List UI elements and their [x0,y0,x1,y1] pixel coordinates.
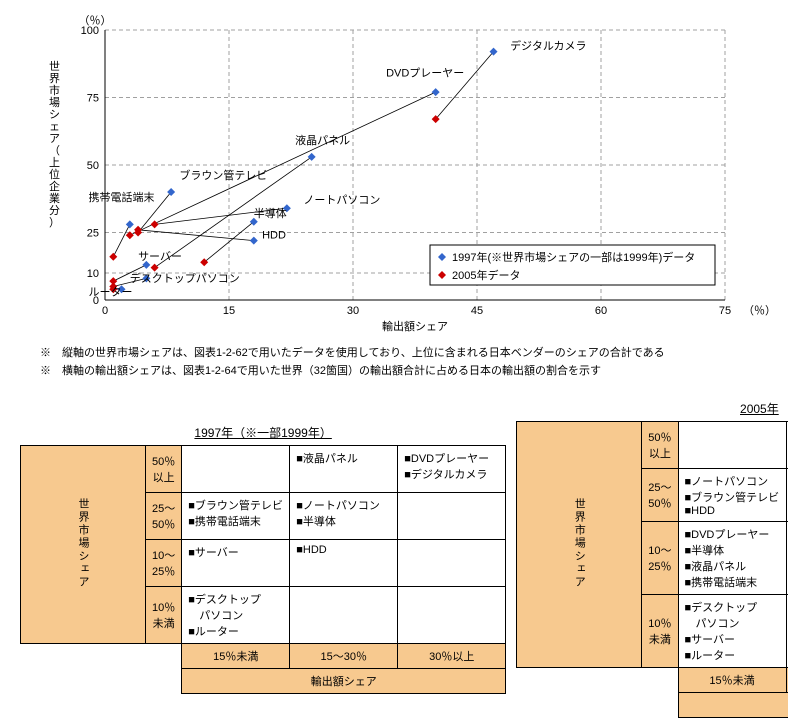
svg-text:（％）: （％） [743,304,770,317]
matrix-cell: ■サーバー [182,540,290,587]
matrix-cell [398,493,506,540]
svg-text:DVDプレーヤー: DVDプレーヤー [386,67,464,80]
col-header: 15～30％ [290,644,398,669]
matrix-cell [678,422,786,469]
row-header: 10～25％ [146,540,182,587]
col-header: 15％未満 [678,668,786,693]
svg-text:60: 60 [595,305,607,317]
row-header: 50％以上 [642,422,678,469]
matrix-title: 2005年 [516,400,788,417]
svg-text:ルーター: ルーター [88,285,132,298]
svg-text:50: 50 [87,160,99,172]
matrix-cell: ■液晶パネル [290,446,398,493]
svg-text:25: 25 [87,228,99,240]
matrix-cell [290,587,398,644]
matrix-cell: ■ノートパソコン■半導体 [290,493,398,540]
svg-text:15: 15 [223,305,235,317]
svg-text:液晶パネル: 液晶パネル [295,133,350,147]
matrix-cell [398,587,506,644]
matrix-cell: ■HDD [290,540,398,587]
matrix-1997: 1997年（※一部1999年） 世界市場シェア 50％以上 ■液晶パネル■DVDプレ… [20,424,506,694]
matrix-cell: ■デスクトップ パソコン■サーバー■ルーター [678,595,786,668]
y-axis-label: 世界市場シェア [75,498,91,589]
matrix-cell: ■DVDプレーヤー■半導体■液晶パネル■携帯電話端末 [678,522,786,595]
svg-text:ブラウン管テレビ: ブラウン管テレビ [179,168,267,182]
svg-text:HDD: HDD [262,230,286,242]
row-header: 25～50％ [146,493,182,540]
svg-text:デジタルカメラ: デジタルカメラ [510,39,586,53]
row-header: 10％未満 [642,595,678,668]
svg-text:（％）: （％） [79,14,112,27]
row-header: 25～50％ [642,469,678,522]
svg-text:ノートパソコン: ノートパソコン [303,194,380,207]
svg-text:30: 30 [347,305,359,317]
matrix-cell: ■デスクトップ パソコン■ルーター [182,587,290,644]
svg-text:輸出額シェア: 輸出額シェア [382,319,448,333]
row-header: 50％以上 [146,446,182,493]
x-axis-label: 輸出額シェア [678,693,788,718]
matrix-cell: ■ノートパソコン■ブラウン管テレビ■HDD [678,469,786,522]
note-line: ※ 横軸の輸出額シェアは、図表1-2-64で用いた世界（32箇国）の輸出額合計に… [40,363,778,381]
svg-text:75: 75 [719,305,731,317]
matrix-cell [398,540,506,587]
matrix-2005: 2005年 世界市場シェア50％以上■デジタルカメラ25～50％■ノートパソコン… [516,400,788,718]
svg-text:0: 0 [102,305,108,317]
y-axis-label: 世界市場シェア [571,498,587,589]
svg-text:75: 75 [87,93,99,105]
matrix-cell: ■ブラウン管テレビ■携帯電話端末 [182,493,290,540]
svg-text:サーバー: サーバー [138,250,182,263]
svg-text:45: 45 [471,305,483,317]
svg-text:世界市場シェア（上位企業分）: 世界市場シェア（上位企業分） [49,60,60,229]
row-header: 10％未満 [146,587,182,644]
chart-notes: ※ 縦軸の世界市場シェアは、図表1-2-62で用いたデータを使用しており、上位に… [40,345,778,380]
svg-text:デスクトップパソコン: デスクトップパソコン [130,271,240,285]
x-axis-label: 輸出額シェア [182,669,506,694]
matrix-cell: ■DVDプレーヤー■デジタルカメラ [398,446,506,493]
scatter-chart: 01530456075010255075100（％）（％）世界市場シェア（上位企… [10,10,770,340]
svg-text:1997年(※世界市場シェアの一部は1999年)データ: 1997年(※世界市場シェアの一部は1999年)データ [452,250,695,264]
col-header: 30％以上 [398,644,506,669]
matrix-title: 1997年（※一部1999年） [20,424,506,441]
note-line: ※ 縦軸の世界市場シェアは、図表1-2-62で用いたデータを使用しており、上位に… [40,345,778,363]
svg-text:半導体: 半導体 [254,206,287,220]
matrix-cell [182,446,290,493]
matrix-tables-row: 1997年（※一部1999年） 世界市場シェア 50％以上 ■液晶パネル■DVDプレ… [20,400,778,718]
svg-text:携帯電話端末: 携帯電話端末 [88,190,154,204]
row-header: 10～25％ [642,522,678,595]
col-header: 15％未満 [182,644,290,669]
svg-text:10: 10 [87,268,99,280]
svg-text:2005年データ: 2005年データ [452,268,520,282]
